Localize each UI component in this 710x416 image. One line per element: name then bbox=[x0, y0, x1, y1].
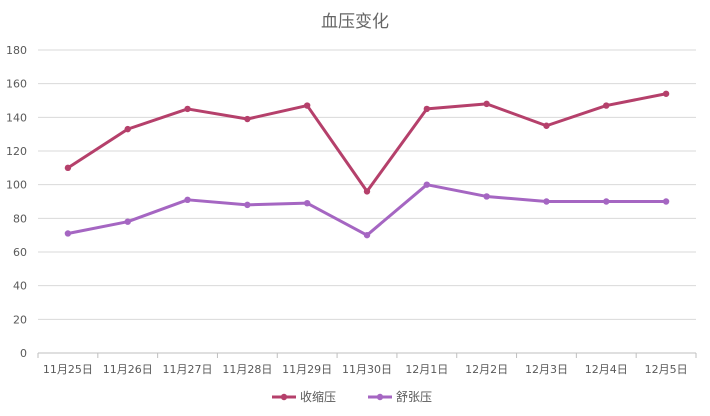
x-tick-label: 11月28日 bbox=[222, 363, 272, 376]
x-tick-label: 12月3日 bbox=[525, 363, 568, 376]
chart-title: 血压变化 bbox=[321, 12, 389, 32]
x-tick-label: 12月4日 bbox=[585, 363, 628, 376]
legend-marker bbox=[376, 393, 384, 401]
data-point bbox=[184, 105, 191, 113]
data-point bbox=[483, 100, 490, 108]
data-point bbox=[423, 105, 431, 113]
data-point bbox=[543, 198, 550, 205]
y-tick-label: 0 bbox=[20, 347, 27, 360]
legend-label: 收缩压 bbox=[300, 389, 336, 404]
x-tick-label: 12月2日 bbox=[465, 363, 508, 376]
y-tick-label: 100 bbox=[6, 179, 27, 192]
legend-item: 收缩压 bbox=[272, 389, 336, 404]
data-point bbox=[124, 218, 131, 225]
data-point bbox=[483, 193, 490, 200]
legend: 收缩压 舒张压 bbox=[272, 389, 432, 404]
legend-marker bbox=[280, 393, 288, 401]
series-2 bbox=[64, 181, 670, 239]
data-point bbox=[543, 122, 550, 129]
legend-label: 舒张压 bbox=[396, 390, 432, 404]
series-1 bbox=[64, 90, 670, 195]
x-tick-label: 12月5日 bbox=[645, 363, 688, 376]
x-tick-label: 11月27日 bbox=[163, 363, 213, 376]
data-point bbox=[363, 188, 371, 195]
y-tick-label: 160 bbox=[6, 78, 27, 91]
y-tick-label: 140 bbox=[6, 111, 27, 124]
x-tick-label: 11月26日 bbox=[103, 363, 153, 376]
data-point bbox=[64, 164, 72, 172]
axes: 0 20 40 60 80 100 120 140 160 180 11月25日 11月26日 11月2… bbox=[6, 44, 697, 376]
data-point bbox=[603, 102, 610, 109]
y-tick-label: 180 bbox=[6, 44, 27, 57]
x-tick-label: 11月30日 bbox=[342, 363, 392, 376]
data-point bbox=[423, 181, 431, 188]
x-tick-label: 11月29日 bbox=[282, 363, 332, 376]
series-layer bbox=[64, 90, 670, 239]
grid-lines bbox=[38, 49, 696, 320]
x-tick-label: 12月1日 bbox=[405, 363, 448, 376]
y-tick-label: 80 bbox=[13, 212, 27, 225]
series-line bbox=[66, 92, 668, 193]
data-point bbox=[662, 198, 670, 205]
data-point bbox=[124, 125, 131, 133]
legend-item: 舒张压 bbox=[368, 390, 432, 404]
y-tick-label: 120 bbox=[6, 145, 27, 158]
x-tick-label: 11月25日 bbox=[43, 363, 93, 376]
data-point bbox=[244, 201, 251, 209]
data-point bbox=[363, 231, 371, 239]
data-point bbox=[603, 198, 610, 205]
y-tick-label: 20 bbox=[13, 313, 27, 326]
data-point bbox=[303, 199, 311, 207]
data-point bbox=[303, 102, 311, 109]
data-point bbox=[662, 90, 670, 97]
data-point bbox=[184, 196, 191, 204]
y-tick-label: 40 bbox=[13, 280, 27, 293]
y-tick-label: 60 bbox=[13, 246, 27, 259]
data-point bbox=[244, 115, 251, 123]
data-point bbox=[64, 230, 72, 237]
